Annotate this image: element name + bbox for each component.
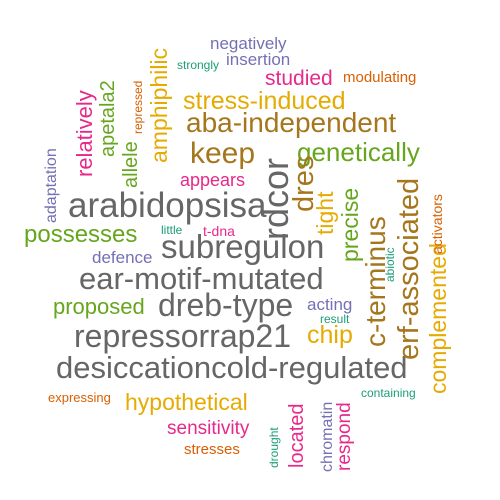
word-drought: drought: [267, 427, 281, 468]
word-defence: defence: [92, 248, 153, 267]
word-dreb-type: dreb-type: [158, 287, 294, 323]
word-negatively: negatively: [210, 34, 287, 53]
word-apetala2: apetala2: [97, 80, 119, 157]
word-modulating: modulating: [343, 69, 417, 86]
word-precise: precise: [337, 187, 363, 262]
word-stresses: stresses: [184, 441, 240, 458]
word-acting: acting: [307, 295, 353, 314]
word-aba-independent: aba-independent: [186, 107, 397, 138]
word-relatively: relatively: [72, 90, 97, 177]
word-possesses: possesses: [24, 221, 138, 248]
word-subregulon: subregulon: [161, 228, 325, 265]
word-keep: keep: [190, 137, 256, 170]
word-arabidopsisa: arabidopsisa: [68, 186, 267, 225]
word-little: little: [161, 223, 183, 237]
word-respond: respond: [334, 402, 355, 471]
word-complemented: complemented: [425, 243, 451, 394]
word-allele: allele: [120, 141, 142, 188]
word-genetically: genetically: [297, 137, 420, 167]
word-sensitivity: sensitivity: [167, 418, 250, 439]
word-desiccationcold-regulated: desiccationcold-regulated: [56, 350, 408, 385]
word-repressorrap21: repressorrap21: [74, 318, 291, 354]
word-result: result: [320, 312, 350, 326]
word-proposed: proposed: [53, 294, 145, 319]
word-strongly: strongly: [177, 58, 220, 72]
word-stress-induced: stress-induced: [183, 87, 346, 115]
word-erf-associated: erf-associated: [393, 177, 425, 360]
word-chip: chip: [307, 321, 353, 349]
word-tight: tight: [312, 191, 338, 235]
word-ear-motif-mutated: ear-motif-mutated: [79, 261, 324, 296]
word-located: located: [286, 403, 308, 469]
word-adaptation: adaptation: [43, 148, 60, 223]
word-expressing: expressing: [48, 390, 111, 405]
word-studied: studied: [265, 67, 333, 90]
word-abiotic: abiotic: [383, 247, 397, 282]
word-appears: appears: [180, 170, 246, 190]
word-t-dna: t-dna: [203, 223, 235, 239]
word-activators: activators: [429, 194, 445, 254]
word-repressed: repressed: [131, 80, 145, 134]
word-insertion: insertion: [226, 50, 291, 69]
word-containing: containing: [361, 386, 416, 400]
word-amphiphilic: amphiphilic: [146, 47, 172, 163]
word-hypothetical: hypothetical: [125, 389, 248, 415]
